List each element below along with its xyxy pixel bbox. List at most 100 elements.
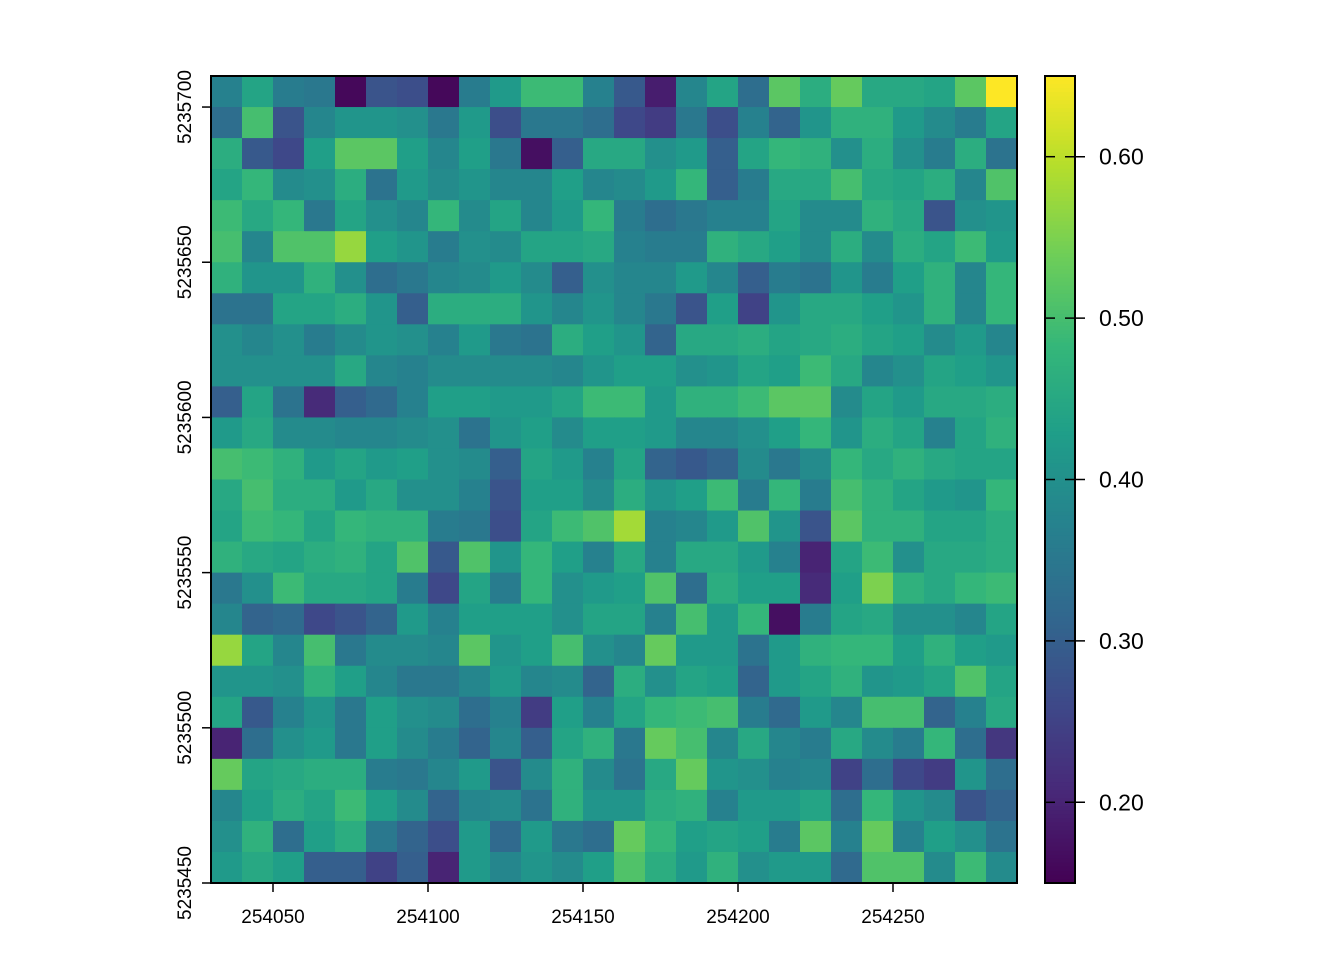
heatmap-cell bbox=[273, 727, 305, 760]
heatmap-cell bbox=[893, 634, 925, 667]
heatmap-cell bbox=[862, 603, 894, 636]
heatmap-cell bbox=[676, 510, 708, 543]
heatmap-cell bbox=[986, 820, 1018, 853]
heatmap-cell bbox=[645, 479, 677, 512]
colorbar-segment bbox=[1045, 701, 1075, 707]
heatmap-cell bbox=[893, 479, 925, 512]
heatmap-cell bbox=[924, 417, 956, 450]
heatmap-cell bbox=[831, 76, 863, 108]
heatmap-cell bbox=[862, 355, 894, 387]
heatmap-cell bbox=[428, 386, 460, 419]
heatmap-cell bbox=[490, 820, 522, 853]
heatmap-cell bbox=[490, 572, 522, 605]
colorbar-segment bbox=[1045, 354, 1075, 360]
heatmap-cell bbox=[211, 789, 243, 822]
heatmap-cell bbox=[366, 324, 398, 356]
heatmap-cell bbox=[769, 572, 801, 605]
heatmap-cell bbox=[614, 169, 646, 201]
colorbar-segment bbox=[1045, 245, 1075, 251]
heatmap-cell bbox=[862, 541, 894, 574]
heatmap-cell bbox=[459, 231, 491, 263]
heatmap-cell bbox=[459, 169, 491, 201]
heatmap-cell bbox=[273, 479, 305, 512]
heatmap-cell bbox=[924, 386, 956, 419]
heatmap-cell bbox=[273, 262, 305, 294]
heatmap-cell bbox=[335, 107, 367, 139]
heatmap-cell bbox=[521, 665, 553, 698]
colorbar-segment bbox=[1045, 423, 1075, 428]
heatmap-cells bbox=[211, 76, 1018, 884]
heatmap-cell bbox=[769, 820, 801, 853]
heatmap-cell bbox=[335, 696, 367, 729]
colorbar-segment bbox=[1045, 854, 1075, 860]
heatmap-cell bbox=[862, 510, 894, 543]
heatmap-cell bbox=[521, 541, 553, 574]
heatmap-cell bbox=[862, 479, 894, 512]
heatmap-cell bbox=[490, 448, 522, 481]
heatmap-cell bbox=[614, 76, 646, 108]
heatmap-cell bbox=[831, 262, 863, 294]
heatmap-cell bbox=[397, 169, 429, 201]
colorbar-segment bbox=[1045, 418, 1075, 424]
colorbar-segment bbox=[1045, 213, 1075, 218]
heatmap-cell bbox=[769, 231, 801, 263]
heatmap-cell bbox=[645, 541, 677, 574]
heatmap-cell bbox=[707, 355, 739, 387]
x-tick-label: 254250 bbox=[861, 907, 924, 928]
heatmap-cell bbox=[211, 572, 243, 605]
colorbar-segment bbox=[1045, 689, 1075, 694]
colorbar-tick-label: 0.60 bbox=[1099, 144, 1144, 170]
heatmap-cell bbox=[490, 479, 522, 512]
heatmap-cell bbox=[397, 448, 429, 481]
colorbar-segment bbox=[1045, 814, 1075, 820]
heatmap-cell bbox=[738, 231, 770, 263]
heatmap-cell bbox=[769, 448, 801, 481]
heatmap-cell bbox=[583, 665, 615, 698]
colorbar-segment bbox=[1045, 846, 1075, 852]
heatmap-cell bbox=[738, 200, 770, 232]
colorbar-segment bbox=[1045, 217, 1075, 222]
colorbar-segment bbox=[1045, 229, 1075, 234]
colorbar-segment bbox=[1045, 233, 1075, 238]
colorbar-segment bbox=[1045, 193, 1075, 198]
heatmap-cell bbox=[986, 479, 1018, 512]
heatmap-cell bbox=[552, 603, 584, 636]
colorbar-segment bbox=[1045, 560, 1075, 565]
heatmap-cell bbox=[459, 510, 491, 543]
heatmap-cell bbox=[986, 851, 1018, 884]
heatmap-cell bbox=[428, 479, 460, 512]
heatmap-cell bbox=[955, 448, 987, 481]
heatmap-cell bbox=[955, 758, 987, 791]
heatmap-cell bbox=[800, 758, 832, 791]
heatmap-cell bbox=[676, 386, 708, 419]
colorbar-segment bbox=[1045, 858, 1075, 864]
colorbar-segment bbox=[1045, 544, 1075, 549]
colorbar-segment bbox=[1045, 410, 1075, 416]
heatmap-cell bbox=[800, 479, 832, 512]
colorbar-segment bbox=[1045, 431, 1075, 436]
colorbar-segment bbox=[1045, 511, 1075, 517]
heatmap-cell bbox=[366, 603, 398, 636]
colorbar-segment bbox=[1045, 414, 1075, 420]
heatmap-cell bbox=[831, 386, 863, 419]
heatmap-cell bbox=[273, 851, 305, 884]
heatmap-cell bbox=[583, 727, 615, 760]
heatmap-cell bbox=[242, 417, 274, 450]
heatmap-cell bbox=[552, 386, 584, 419]
colorbar-segment bbox=[1045, 197, 1075, 202]
colorbar-segment bbox=[1045, 596, 1075, 602]
heatmap-cell bbox=[397, 324, 429, 356]
heatmap-cell bbox=[211, 293, 243, 325]
heatmap-cell bbox=[862, 727, 894, 760]
heatmap-cell bbox=[800, 448, 832, 481]
heatmap-cell bbox=[273, 789, 305, 822]
heatmap-cell bbox=[614, 479, 646, 512]
colorbar-segment bbox=[1045, 765, 1075, 771]
heatmap-cell bbox=[490, 386, 522, 419]
colorbar-segment bbox=[1045, 632, 1075, 638]
heatmap-cell bbox=[738, 665, 770, 698]
heatmap-cell bbox=[862, 138, 894, 170]
heatmap-cell bbox=[459, 138, 491, 170]
colorbar-segment bbox=[1045, 540, 1075, 545]
heatmap-cell bbox=[769, 541, 801, 574]
